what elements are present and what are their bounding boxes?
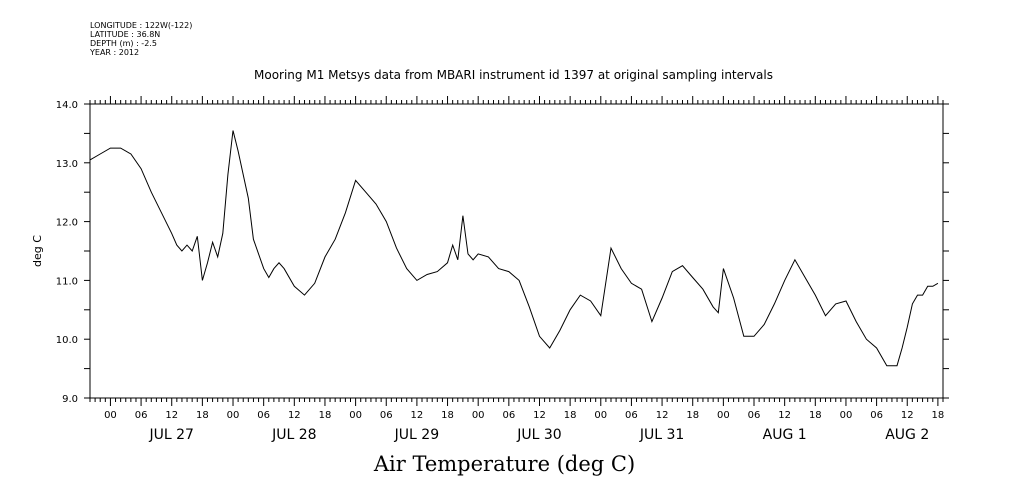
tick-marks [84, 96, 949, 406]
series-line [89, 130, 939, 367]
hour-tick-label: 06 [380, 410, 393, 421]
day-label: AUG 2 [885, 427, 929, 443]
hour-tick-label: 12 [901, 410, 914, 421]
hour-tick-label: 12 [656, 410, 669, 421]
hour-tick-label: 12 [411, 410, 424, 421]
y-tick-label: 9.0 [62, 394, 78, 405]
day-label: JUL 29 [394, 427, 439, 443]
hour-tick-label: 18 [319, 410, 332, 421]
x-axis-title: Air Temperature (deg C) [373, 452, 636, 476]
hour-tick-label: 18 [809, 410, 822, 421]
y-tick-labels: 9.0 10.0 11.0 12.0 13.0 14.0 [56, 100, 78, 405]
hour-tick-label: 12 [533, 410, 546, 421]
hour-tick-label: 18 [564, 410, 577, 421]
hour-tick-label: 18 [441, 410, 454, 421]
y-tick-label: 13.0 [56, 159, 78, 170]
y-tick-label: 11.0 [56, 276, 78, 287]
hour-tick-label: 06 [502, 410, 515, 421]
plot-frame [89, 103, 944, 399]
depth-text: DEPTH (m) : -2.5 [90, 39, 157, 48]
day-label: JUL 31 [639, 427, 684, 443]
day-label: JUL 30 [516, 427, 561, 443]
hour-tick-label: 12 [778, 410, 791, 421]
longitude-text: LONGITUDE : 122W(-122) [90, 21, 193, 30]
hour-tick-label: 12 [165, 410, 178, 421]
hour-tick-label: 06 [257, 410, 270, 421]
year-text: YEAR : 2012 [90, 48, 140, 57]
location-metadata: LONGITUDE : 122W(-122) LATITUDE : 36.8N … [90, 21, 192, 57]
hour-tick-label: 18 [196, 410, 209, 421]
day-label: JUL 27 [148, 427, 193, 443]
y-tick-label: 14.0 [56, 100, 78, 111]
hour-tick-label: 00 [227, 410, 240, 421]
hour-tick-label: 06 [870, 410, 883, 421]
hour-tick-label: 00 [472, 410, 485, 421]
series-group [89, 130, 939, 367]
hour-tick-label: 00 [349, 410, 362, 421]
day-label: JUL 28 [271, 427, 316, 443]
hour-tick-label: 00 [840, 410, 853, 421]
hour-tick-label: 12 [288, 410, 301, 421]
latitude-text: LATITUDE : 36.8N [90, 30, 161, 39]
y-axis-label: deg C [31, 235, 44, 267]
day-label: AUG 1 [763, 427, 807, 443]
hour-tick-label: 00 [717, 410, 730, 421]
chart-title: Mooring M1 Metsys data from MBARI instru… [254, 68, 773, 82]
hour-tick-label: 06 [625, 410, 638, 421]
hour-tick-label: 18 [686, 410, 699, 421]
hour-tick-label: 06 [748, 410, 761, 421]
y-tick-label: 10.0 [56, 335, 78, 346]
x-tick-labels: 00 06 12 18 00 06 12 18 00 06 12 18 00 06 12 18 00 06 12 18… [104, 410, 944, 443]
hour-tick-label: 00 [104, 410, 117, 421]
hour-tick-label: 00 [594, 410, 607, 421]
hour-tick-label: 06 [135, 410, 148, 421]
y-tick-label: 12.0 [56, 218, 78, 229]
hour-tick-label: 18 [932, 410, 945, 421]
